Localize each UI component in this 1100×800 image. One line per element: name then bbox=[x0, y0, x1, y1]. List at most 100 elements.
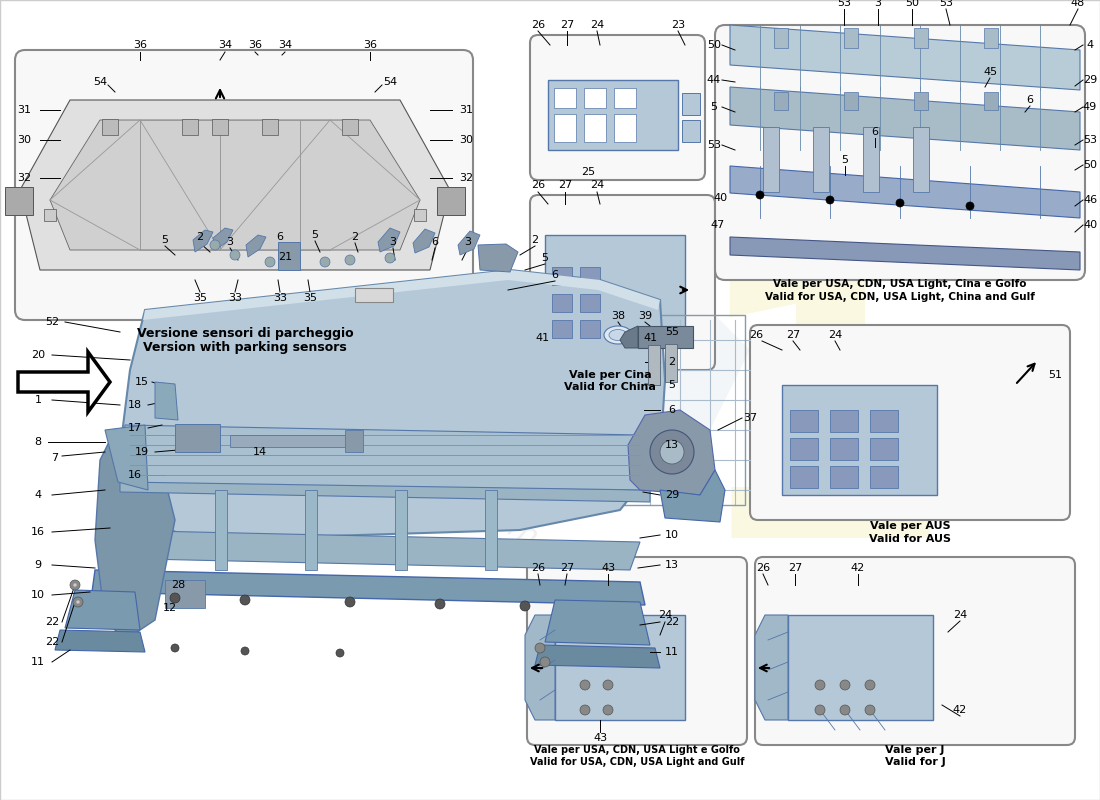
Polygon shape bbox=[628, 410, 715, 495]
Text: 5: 5 bbox=[842, 155, 848, 165]
Text: 44: 44 bbox=[707, 75, 722, 85]
Polygon shape bbox=[525, 615, 556, 720]
FancyBboxPatch shape bbox=[530, 35, 705, 180]
Bar bbox=[584, 114, 606, 142]
Text: Valid for AUS: Valid for AUS bbox=[869, 534, 952, 544]
Bar bbox=[790, 466, 818, 488]
Text: 30: 30 bbox=[459, 135, 473, 145]
Polygon shape bbox=[55, 630, 145, 652]
Text: 50: 50 bbox=[707, 40, 721, 50]
Bar bbox=[774, 28, 788, 48]
Circle shape bbox=[580, 680, 590, 690]
Bar bbox=[580, 320, 600, 338]
Bar bbox=[584, 88, 606, 108]
Circle shape bbox=[603, 680, 613, 690]
Text: 3: 3 bbox=[464, 237, 472, 247]
Text: 11: 11 bbox=[666, 647, 679, 657]
Text: 35: 35 bbox=[192, 293, 207, 303]
Polygon shape bbox=[478, 244, 518, 272]
Text: 16: 16 bbox=[128, 470, 142, 480]
Text: 20: 20 bbox=[31, 350, 45, 360]
Polygon shape bbox=[730, 237, 1080, 270]
Text: 24: 24 bbox=[828, 330, 843, 340]
Text: Valid for China: Valid for China bbox=[564, 382, 656, 392]
Bar bbox=[437, 187, 465, 215]
Text: 13: 13 bbox=[666, 440, 679, 450]
Bar bbox=[864, 127, 879, 192]
Text: 24: 24 bbox=[953, 610, 967, 620]
Bar bbox=[870, 438, 898, 460]
Polygon shape bbox=[92, 570, 645, 605]
Text: 14: 14 bbox=[253, 447, 267, 457]
Text: 31: 31 bbox=[16, 105, 31, 115]
Text: 10: 10 bbox=[666, 530, 679, 540]
Circle shape bbox=[170, 593, 180, 603]
Text: 46: 46 bbox=[1082, 195, 1097, 205]
Text: 43: 43 bbox=[601, 563, 615, 573]
Circle shape bbox=[73, 583, 77, 587]
Text: 27: 27 bbox=[558, 180, 572, 190]
Bar bbox=[870, 466, 898, 488]
Text: 10: 10 bbox=[31, 590, 45, 600]
Bar bbox=[395, 490, 407, 570]
Text: 23: 23 bbox=[671, 20, 685, 30]
Circle shape bbox=[210, 240, 220, 250]
Polygon shape bbox=[412, 229, 434, 253]
Circle shape bbox=[840, 680, 850, 690]
Circle shape bbox=[520, 601, 530, 611]
Text: Valid for USA, CDN, USA Light, China and Gulf: Valid for USA, CDN, USA Light, China and… bbox=[766, 292, 1035, 302]
Text: 19: 19 bbox=[135, 447, 150, 457]
Polygon shape bbox=[155, 382, 178, 420]
Text: 26: 26 bbox=[756, 563, 770, 573]
Text: 5: 5 bbox=[162, 235, 168, 245]
Text: 33: 33 bbox=[228, 293, 242, 303]
Circle shape bbox=[265, 257, 275, 267]
Circle shape bbox=[966, 202, 974, 210]
Ellipse shape bbox=[604, 326, 632, 344]
Text: 32: 32 bbox=[16, 173, 31, 183]
Bar bbox=[305, 490, 317, 570]
Polygon shape bbox=[730, 166, 1080, 218]
Text: 34: 34 bbox=[278, 40, 293, 50]
Bar bbox=[175, 424, 220, 452]
Bar bbox=[182, 119, 198, 135]
FancyBboxPatch shape bbox=[15, 50, 473, 320]
Text: Valid for J: Valid for J bbox=[884, 757, 945, 767]
Text: 6: 6 bbox=[1026, 95, 1034, 105]
Circle shape bbox=[650, 430, 694, 474]
Text: 50: 50 bbox=[1084, 160, 1097, 170]
Circle shape bbox=[241, 647, 249, 655]
Circle shape bbox=[240, 595, 250, 605]
FancyBboxPatch shape bbox=[530, 195, 715, 370]
FancyBboxPatch shape bbox=[715, 25, 1085, 280]
Text: 27: 27 bbox=[560, 20, 574, 30]
Text: 24: 24 bbox=[658, 610, 672, 620]
Circle shape bbox=[580, 705, 590, 715]
Bar bbox=[214, 490, 227, 570]
Text: 47: 47 bbox=[711, 220, 725, 230]
Text: 12: 12 bbox=[163, 603, 177, 613]
Text: 5: 5 bbox=[311, 230, 319, 240]
Text: 9: 9 bbox=[34, 560, 42, 570]
Text: 29: 29 bbox=[664, 490, 679, 500]
Text: 26: 26 bbox=[531, 563, 546, 573]
Text: 13: 13 bbox=[666, 560, 679, 570]
Bar bbox=[548, 80, 678, 150]
Bar bbox=[984, 92, 998, 110]
FancyBboxPatch shape bbox=[755, 557, 1075, 745]
Bar bbox=[682, 120, 700, 142]
Text: 31: 31 bbox=[459, 105, 473, 115]
Text: 2: 2 bbox=[669, 357, 675, 367]
Text: 6: 6 bbox=[669, 405, 675, 415]
Text: 11: 11 bbox=[31, 657, 45, 667]
Text: 52: 52 bbox=[45, 317, 59, 327]
Bar bbox=[648, 345, 660, 385]
Text: 36: 36 bbox=[133, 40, 147, 50]
Circle shape bbox=[826, 196, 834, 204]
Bar bbox=[552, 320, 572, 338]
Bar bbox=[984, 28, 998, 48]
Text: 42: 42 bbox=[851, 563, 865, 573]
Circle shape bbox=[230, 250, 240, 260]
Polygon shape bbox=[120, 425, 645, 490]
Bar bbox=[614, 114, 636, 142]
